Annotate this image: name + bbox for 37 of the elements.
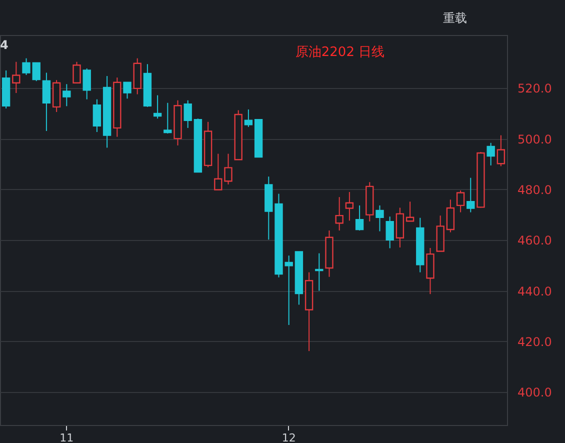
candlestick (92, 98, 102, 132)
candlestick (62, 84, 71, 107)
candlestick (486, 142, 495, 166)
y-tick-label: 500.0 (518, 132, 552, 146)
candlestick (42, 72, 51, 132)
candlestick (123, 82, 132, 100)
candlestick (22, 58, 30, 76)
y-tick-label: 400.0 (518, 386, 552, 400)
candlestick (12, 61, 20, 94)
candlestick (32, 62, 40, 82)
candlestick (345, 192, 354, 222)
text: 重载 (443, 11, 467, 25)
candlestick (376, 204, 384, 232)
candlestick (82, 68, 91, 100)
candlestick (466, 177, 475, 213)
candlestick (456, 190, 465, 213)
y-tick-label: 460.0 (518, 234, 552, 248)
x-tick-label: 11 (60, 432, 74, 443)
candlestick (355, 204, 364, 232)
y-tick-label: 520.0 (518, 82, 552, 96)
y-tick-label: 420.0 (518, 334, 552, 349)
candlestick (164, 102, 172, 134)
candlestick (386, 216, 394, 249)
candlestick (184, 100, 192, 128)
candlestick (72, 61, 81, 84)
text: 原油2202 日线 (295, 45, 385, 60)
y-tick-label: 440.0 (518, 284, 552, 298)
candlestick (315, 252, 324, 292)
candlestick (335, 196, 344, 232)
candlestick (153, 94, 162, 120)
y-tick-label: 480.0 (518, 182, 552, 197)
annotation: 4 (0, 38, 8, 52)
candlestick (244, 108, 253, 128)
x-tick-label: 12 (282, 432, 296, 443)
candlestick (446, 199, 455, 233)
candlestick (406, 201, 414, 222)
candlestick (496, 134, 506, 167)
